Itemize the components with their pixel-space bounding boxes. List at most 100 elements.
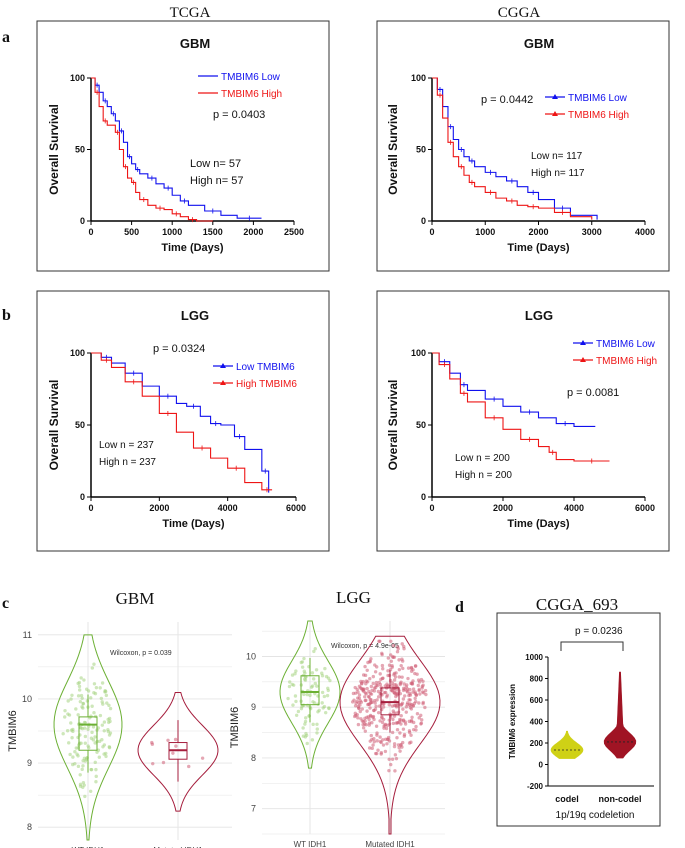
data-point bbox=[363, 673, 368, 678]
panel-c-label: c bbox=[2, 595, 9, 612]
data-point bbox=[383, 684, 387, 688]
data-point bbox=[411, 727, 416, 732]
data-point bbox=[370, 746, 374, 751]
data-point bbox=[352, 698, 356, 702]
data-point bbox=[390, 683, 394, 688]
data-point bbox=[85, 699, 90, 703]
x-axis-label: Time (Days) bbox=[161, 242, 223, 254]
legend-label: TMBIM6 High bbox=[568, 110, 629, 121]
significance-bracket bbox=[560, 641, 624, 651]
data-point bbox=[107, 733, 112, 737]
legend-label: TMBIM6 High bbox=[596, 356, 657, 367]
data-point bbox=[82, 720, 87, 725]
data-point bbox=[397, 746, 401, 750]
panel-b-label: b bbox=[2, 307, 11, 324]
data-point bbox=[296, 709, 301, 714]
x-tick-label: 0 bbox=[88, 227, 93, 237]
data-point bbox=[387, 757, 391, 761]
data-point bbox=[79, 676, 83, 680]
panel-frame bbox=[36, 20, 330, 272]
data-point bbox=[353, 685, 357, 690]
y-tick-label: 1000 bbox=[525, 653, 543, 662]
data-point bbox=[93, 735, 97, 739]
data-point bbox=[407, 698, 411, 702]
x-tick-label: non-codel bbox=[599, 794, 642, 804]
data-point bbox=[308, 693, 312, 698]
data-point bbox=[326, 676, 331, 680]
y-tick-label: 9 bbox=[251, 702, 256, 712]
data-point bbox=[368, 659, 372, 663]
data-point bbox=[104, 754, 108, 759]
y-tick-label: 100 bbox=[411, 348, 426, 358]
chart-title: LGG bbox=[525, 308, 553, 323]
data-point bbox=[102, 752, 106, 756]
data-point bbox=[74, 707, 78, 711]
data-point bbox=[300, 665, 305, 669]
plot-background bbox=[262, 621, 445, 834]
y-tick-label: -200 bbox=[527, 782, 544, 791]
data-point bbox=[413, 671, 417, 676]
y-axis-label: Overall Survival bbox=[386, 104, 400, 195]
data-point bbox=[93, 741, 97, 745]
data-point bbox=[387, 703, 391, 707]
data-point bbox=[104, 689, 108, 694]
data-point bbox=[310, 671, 315, 675]
y-tick-label: 0 bbox=[421, 216, 426, 226]
data-point bbox=[304, 716, 308, 720]
data-point bbox=[86, 689, 91, 693]
km-panel-km_cgga_gbm: GBM 0 1000 2000 3000 4000 0 50 100 Time (Days) Ove… bbox=[376, 20, 670, 272]
data-point bbox=[399, 743, 403, 747]
data-point bbox=[97, 739, 102, 744]
chart-title: GBM bbox=[180, 36, 210, 51]
data-point bbox=[326, 686, 330, 690]
data-point bbox=[313, 681, 317, 686]
legend-label: TMBIM6 Low bbox=[596, 339, 656, 350]
data-point bbox=[409, 719, 414, 724]
data-point bbox=[391, 717, 395, 722]
wilcoxon-stat: Wilcoxon, p = 4.9e-05 bbox=[331, 643, 399, 650]
data-point bbox=[356, 722, 361, 727]
data-point bbox=[373, 663, 377, 667]
x-axis-label: Time (Days) bbox=[507, 242, 569, 254]
data-point bbox=[303, 722, 307, 726]
data-point bbox=[399, 663, 403, 668]
y-tick-label: 50 bbox=[416, 420, 426, 430]
panel-a-label: a bbox=[2, 29, 10, 46]
data-point bbox=[305, 692, 309, 697]
data-point bbox=[364, 679, 369, 683]
x-tick-label: 0 bbox=[429, 227, 434, 237]
y-tick-label: 200 bbox=[530, 739, 544, 748]
data-point bbox=[405, 683, 409, 687]
panel-frame bbox=[376, 290, 670, 552]
data-point bbox=[398, 731, 402, 735]
data-point bbox=[415, 711, 420, 716]
data-point bbox=[90, 730, 94, 735]
legend-marker bbox=[580, 340, 586, 345]
data-point bbox=[406, 676, 410, 681]
x-tick-label: Mutated IDH1 bbox=[365, 840, 415, 848]
legend-marker bbox=[552, 111, 558, 116]
data-point bbox=[377, 704, 382, 708]
data-point bbox=[93, 760, 97, 765]
data-point bbox=[394, 756, 399, 761]
data-point bbox=[365, 709, 369, 713]
data-point bbox=[90, 704, 94, 708]
chart-title: CGGA_693 bbox=[536, 595, 618, 614]
data-point bbox=[381, 738, 385, 742]
data-point bbox=[385, 695, 389, 699]
data-point bbox=[286, 696, 290, 701]
data-point bbox=[359, 717, 363, 721]
data-point bbox=[379, 752, 383, 756]
data-point bbox=[409, 707, 414, 711]
data-point bbox=[200, 756, 205, 760]
x-tick-label: 1500 bbox=[203, 227, 223, 237]
data-point bbox=[400, 642, 404, 646]
legend-label: Low TMBIM6 bbox=[236, 362, 295, 373]
data-point bbox=[61, 732, 65, 736]
data-point bbox=[392, 678, 397, 682]
x-tick-label: 2000 bbox=[149, 503, 169, 513]
data-point bbox=[397, 675, 402, 679]
p-value: p = 0.0442 bbox=[481, 94, 533, 106]
survival-line-high bbox=[91, 352, 273, 491]
data-point bbox=[315, 722, 319, 726]
